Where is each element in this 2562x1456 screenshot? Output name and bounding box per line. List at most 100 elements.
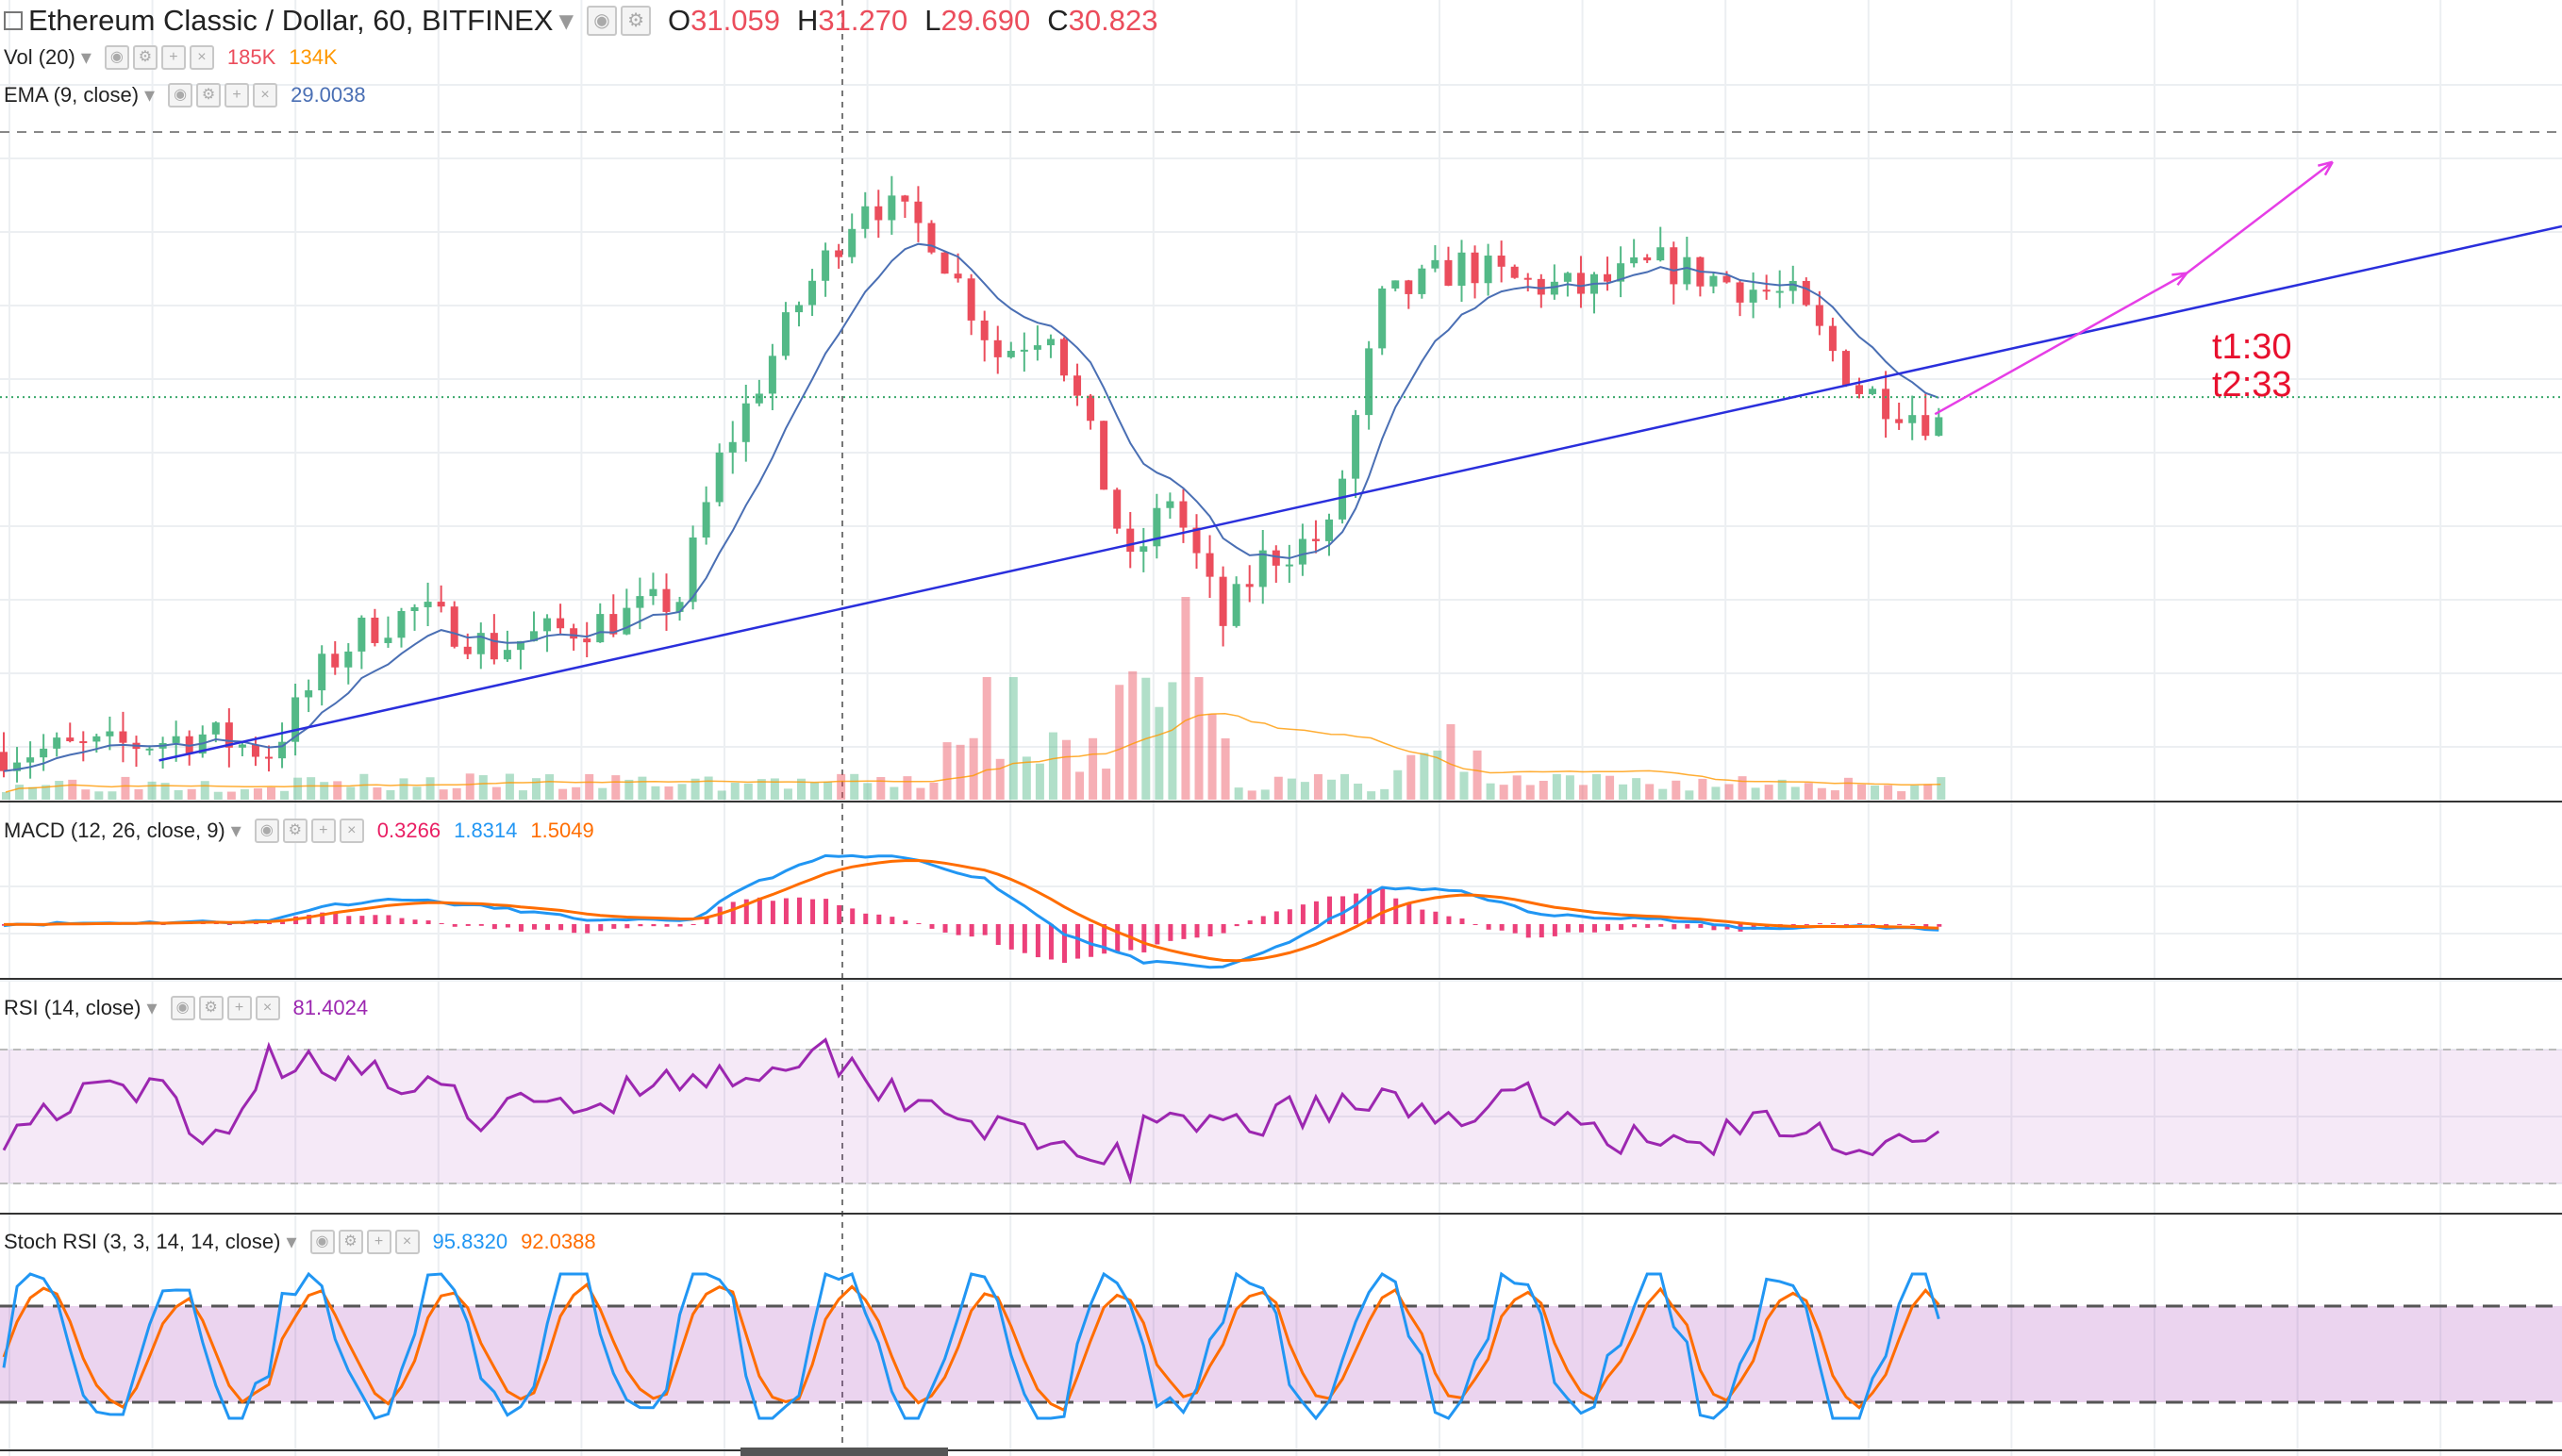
rsi-legend: RSI (14, close) ▾ ◉ ⚙ + × 81.4024 — [0, 994, 381, 1022]
chevron-down-icon[interactable]: ▾ — [286, 1230, 297, 1253]
volume-bar — [174, 789, 183, 800]
symbol-title[interactable]: Ethereum Classic / Dollar, 60, BITFINEX — [28, 4, 554, 37]
collapse-icon[interactable] — [4, 11, 23, 30]
macd-histogram-bar — [1340, 896, 1346, 924]
volume-bar — [1512, 775, 1522, 800]
close-icon[interactable]: × — [189, 45, 214, 70]
chevron-down-icon[interactable]: ▾ — [80, 45, 92, 69]
candle-body — [40, 748, 48, 758]
macd-histogram-bar — [598, 924, 604, 932]
gear-icon[interactable]: ⚙ — [338, 1230, 363, 1254]
volume-bar — [1181, 597, 1190, 800]
projection-arrow — [2186, 160, 2334, 274]
macd-histogram-bar — [346, 916, 352, 924]
candle-body — [1391, 280, 1400, 289]
candle-body — [623, 607, 631, 635]
macd-label[interactable]: MACD (12, 26, close, 9) — [4, 819, 225, 842]
volume-bar — [1711, 786, 1721, 800]
volume-bar — [677, 784, 687, 800]
macd-histogram-bar — [743, 899, 749, 924]
gear-icon[interactable]: ⚙ — [196, 83, 222, 108]
macd-histogram-bar — [890, 917, 895, 924]
volume-bar — [1857, 784, 1866, 800]
candle-body — [1325, 519, 1333, 541]
plus-icon[interactable]: + — [366, 1230, 391, 1254]
macd-pane — [2, 853, 1942, 969]
candle-body — [251, 744, 259, 757]
gear-icon[interactable]: ⚙ — [621, 6, 652, 36]
candle-body — [291, 697, 300, 742]
macd-histogram-bar — [757, 897, 762, 924]
eye-icon[interactable]: ◉ — [170, 996, 195, 1020]
eye-icon[interactable]: ◉ — [254, 819, 279, 843]
volume-bar — [1804, 783, 1813, 800]
candle-body — [1895, 419, 1904, 423]
chevron-down-icon[interactable]: ▾ — [558, 4, 574, 37]
candle-body — [649, 588, 657, 597]
close-icon[interactable]: × — [255, 996, 280, 1020]
volume-bar — [439, 789, 448, 800]
close-icon[interactable]: × — [394, 1230, 420, 1254]
candle-body — [516, 640, 524, 651]
candle-body — [901, 195, 909, 202]
plus-icon[interactable]: + — [226, 996, 252, 1020]
candle-body — [1604, 273, 1612, 282]
volume-bar — [1035, 763, 1044, 800]
scrollbar-thumb — [740, 1448, 948, 1456]
volume-bar — [585, 773, 594, 800]
gear-icon[interactable]: ⚙ — [198, 996, 224, 1020]
eye-icon[interactable]: ◉ — [104, 45, 129, 70]
macd-histogram-bar — [1605, 924, 1611, 932]
volume-bar — [1062, 739, 1071, 800]
volume-bar — [890, 786, 899, 800]
candle-body — [583, 638, 591, 643]
candle-body — [835, 250, 843, 257]
macd-histogram-bar — [1221, 924, 1226, 934]
candle-body — [755, 393, 763, 404]
close-icon[interactable]: × — [339, 819, 364, 843]
volume-bar — [545, 774, 555, 800]
ema-label[interactable]: EMA (9, close) — [4, 83, 140, 107]
gear-icon[interactable]: ⚙ — [282, 819, 308, 843]
candle-body — [1060, 339, 1068, 376]
macd-histogram-bar — [1300, 904, 1306, 924]
eye-icon[interactable]: ◉ — [587, 6, 618, 36]
volume-bar — [757, 779, 766, 800]
plus-icon[interactable]: + — [160, 45, 186, 70]
chevron-down-icon[interactable]: ▾ — [144, 83, 156, 107]
stoch-label[interactable]: Stoch RSI (3, 3, 14, 14, close) — [4, 1230, 281, 1253]
plus-icon[interactable]: + — [225, 83, 250, 108]
volume-bar — [1632, 778, 1641, 800]
candle-body — [914, 201, 923, 223]
plus-icon[interactable]: + — [310, 819, 336, 843]
candle-body — [940, 252, 949, 274]
macd-histogram-bar — [465, 924, 471, 926]
macd-histogram-bar — [704, 917, 709, 924]
gear-icon[interactable]: ⚙ — [132, 45, 158, 70]
macd-histogram-bar — [425, 920, 431, 924]
rsi-label[interactable]: RSI (14, close) — [4, 996, 141, 1019]
volume-bar — [572, 786, 581, 800]
macd-histogram-bar — [505, 924, 510, 928]
candle-body — [1431, 259, 1439, 269]
volume-bar — [1048, 732, 1057, 800]
chevron-down-icon[interactable]: ▾ — [146, 996, 158, 1019]
candle-body — [1073, 375, 1082, 396]
candle-body — [1418, 268, 1426, 294]
vol-label[interactable]: Vol (20) — [4, 45, 75, 69]
candle-body — [728, 441, 737, 453]
macd-histogram-bar — [1327, 896, 1332, 924]
volume-bar — [1871, 786, 1880, 800]
macd-histogram-bar — [651, 924, 657, 927]
open-label: O — [668, 4, 691, 37]
macd-histogram-bar — [1923, 924, 1929, 927]
candle-body — [570, 628, 578, 639]
candle-body — [119, 731, 127, 743]
close-icon[interactable]: × — [253, 83, 278, 108]
eye-icon[interactable]: ◉ — [309, 1230, 335, 1254]
candle-body — [1100, 421, 1108, 490]
eye-icon[interactable]: ◉ — [168, 83, 193, 108]
volume-bar — [1393, 769, 1403, 800]
chevron-down-icon[interactable]: ▾ — [230, 819, 241, 842]
